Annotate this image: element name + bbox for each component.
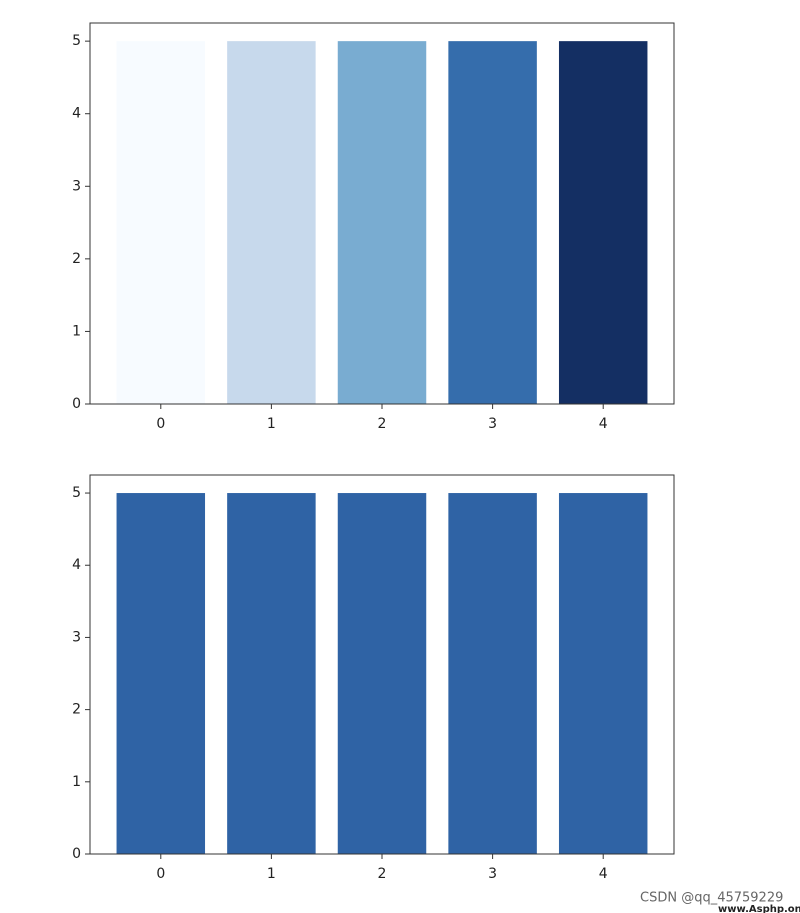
x-tick-label: 3 [488, 416, 497, 432]
bar [448, 41, 537, 405]
y-tick-label: 5 [72, 485, 81, 501]
x-tick-label: 0 [156, 866, 165, 882]
bar [116, 41, 206, 405]
bar [227, 493, 316, 854]
bar [227, 41, 316, 405]
x-tick-label: 1 [267, 416, 276, 432]
x-tick-label: 4 [599, 416, 608, 432]
x-tick-label: 3 [488, 866, 497, 882]
x-tick-label: 2 [378, 866, 387, 882]
y-tick-label: 4 [72, 557, 81, 573]
y-tick-label: 1 [72, 323, 81, 339]
watermark: CSDN @qq_45759229 [640, 891, 783, 906]
bar [558, 493, 648, 854]
y-tick-label: 0 [72, 846, 81, 862]
bar [116, 493, 206, 854]
y-tick-label: 0 [72, 396, 81, 412]
y-tick-label: 3 [72, 178, 81, 194]
watermark-site: www.Asphp.online [718, 904, 800, 913]
x-tick-label: 4 [599, 866, 608, 882]
y-tick-label: 5 [72, 33, 81, 49]
x-tick-label: 1 [267, 866, 276, 882]
y-tick-label: 2 [72, 251, 81, 267]
bar [337, 493, 427, 854]
y-tick-label: 1 [72, 774, 81, 790]
y-tick-label: 3 [72, 629, 81, 645]
bar [558, 41, 648, 405]
bar [337, 41, 427, 405]
x-tick-label: 0 [156, 416, 165, 432]
y-tick-label: 2 [72, 702, 81, 718]
bar [448, 493, 537, 854]
x-tick-label: 2 [378, 416, 387, 432]
y-tick-label: 4 [72, 106, 81, 122]
